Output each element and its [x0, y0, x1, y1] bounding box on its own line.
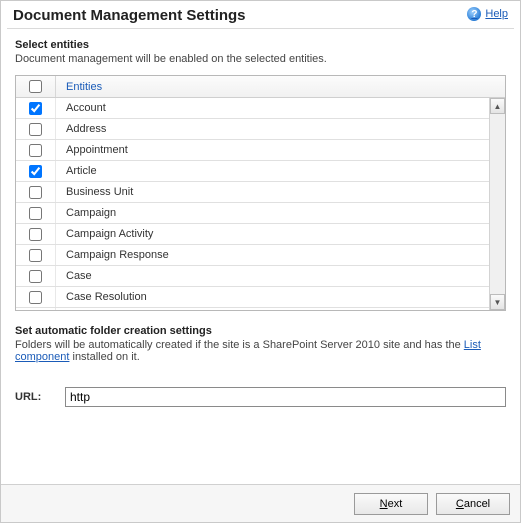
table-row[interactable]: Campaign Activity — [16, 224, 489, 245]
row-checkbox-cell[interactable] — [16, 287, 56, 307]
row-checkbox-cell[interactable] — [16, 266, 56, 286]
url-input[interactable] — [65, 387, 506, 407]
row-checkbox-cell[interactable] — [16, 119, 56, 139]
help-link[interactable]: ? Help — [467, 7, 508, 21]
row-checkbox[interactable] — [29, 270, 42, 283]
row-label: Appointment — [56, 144, 489, 156]
row-checkbox[interactable] — [29, 207, 42, 220]
row-checkbox-cell[interactable] — [16, 182, 56, 202]
row-label: Case — [56, 270, 489, 282]
select-all-checkbox[interactable] — [29, 80, 42, 93]
help-label: Help — [485, 8, 508, 20]
row-label: Article — [56, 165, 489, 177]
row-checkbox[interactable] — [29, 102, 42, 115]
row-label: Account — [56, 102, 489, 114]
row-checkbox-cell[interactable] — [16, 203, 56, 223]
folder-settings-title: Set automatic folder creation settings — [15, 325, 506, 337]
row-checkbox-cell[interactable] — [16, 98, 56, 118]
row-label: Address — [56, 123, 489, 135]
table-row[interactable]: Account — [16, 98, 489, 119]
table-row[interactable]: Business Unit — [16, 182, 489, 203]
row-checkbox[interactable] — [29, 165, 42, 178]
table-row[interactable]: Competitor — [16, 308, 489, 310]
entities-grid-header: Entities — [16, 76, 505, 98]
table-row[interactable]: Article — [16, 161, 489, 182]
row-checkbox[interactable] — [29, 186, 42, 199]
row-checkbox-cell[interactable] — [16, 140, 56, 160]
row-checkbox-cell[interactable] — [16, 245, 56, 265]
url-label: URL: — [15, 391, 53, 403]
row-checkbox[interactable] — [29, 249, 42, 262]
cancel-button[interactable]: Cancel — [436, 493, 510, 515]
row-checkbox-cell[interactable] — [16, 308, 56, 310]
scroll-down-button[interactable]: ▼ — [490, 294, 505, 310]
folder-settings-description: Folders will be automatically created if… — [15, 339, 506, 363]
row-checkbox[interactable] — [29, 123, 42, 136]
row-checkbox-cell[interactable] — [16, 161, 56, 181]
row-label: Business Unit — [56, 186, 489, 198]
grid-scrollbar[interactable]: ▲ ▼ — [489, 98, 505, 310]
row-checkbox-cell[interactable] — [16, 224, 56, 244]
table-row[interactable]: Case Resolution — [16, 287, 489, 308]
table-row[interactable]: Appointment — [16, 140, 489, 161]
dialog-footer: Next Cancel — [1, 484, 520, 522]
entities-column-header[interactable]: Entities — [56, 76, 505, 97]
row-checkbox[interactable] — [29, 144, 42, 157]
table-row[interactable]: Case — [16, 266, 489, 287]
row-label: Campaign Activity — [56, 228, 489, 240]
select-all-cell[interactable] — [16, 76, 56, 97]
table-row[interactable]: Address — [16, 119, 489, 140]
row-checkbox[interactable] — [29, 291, 42, 304]
row-label: Case Resolution — [56, 291, 489, 303]
scroll-up-button[interactable]: ▲ — [490, 98, 505, 114]
row-checkbox[interactable] — [29, 228, 42, 241]
select-entities-description: Document management will be enabled on t… — [15, 53, 506, 65]
help-icon: ? — [467, 7, 481, 21]
entities-grid: Entities Account Address Appointment Articl… — [15, 75, 506, 311]
select-entities-title: Select entities — [15, 39, 506, 51]
folder-desc-suffix: installed on it. — [69, 351, 139, 363]
next-button[interactable]: Next — [354, 493, 428, 515]
row-label: Campaign — [56, 207, 489, 219]
folder-desc-prefix: Folders will be automatically created if… — [15, 339, 464, 351]
header-divider — [7, 28, 514, 29]
row-label: Campaign Response — [56, 249, 489, 261]
table-row[interactable]: Campaign — [16, 203, 489, 224]
table-row[interactable]: Campaign Response — [16, 245, 489, 266]
dialog-title: Document Management Settings — [13, 7, 246, 24]
